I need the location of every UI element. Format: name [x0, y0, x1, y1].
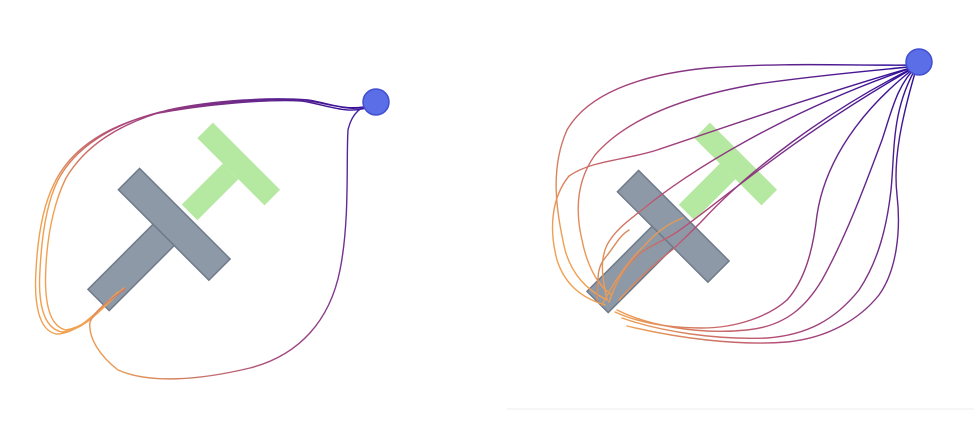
panel-right-canvas — [507, 48, 974, 410]
pusher-t-shape — [86, 167, 232, 312]
pusher-t-stem — [86, 223, 176, 312]
trajectory-path — [551, 65, 918, 306]
target-t-stem — [678, 163, 736, 221]
trajectory-group-right — [551, 63, 918, 344]
target-t-shape — [678, 122, 778, 221]
trajectory-path — [614, 65, 918, 329]
trajectory-path — [618, 65, 918, 301]
trajectory-path — [601, 217, 684, 306]
target-t-stem — [181, 163, 239, 221]
goal-dot — [905, 48, 933, 76]
panel-right — [487, 0, 974, 426]
target-t-shape — [181, 122, 281, 221]
trajectory-path — [621, 65, 918, 339]
trajectory-path — [555, 63, 918, 301]
panel-left-canvas — [34, 88, 390, 380]
target-t-bar — [197, 122, 281, 206]
trajectory-path — [44, 98, 373, 331]
trajectory-path — [616, 65, 918, 332]
panel-left — [34, 88, 390, 380]
target-t-bar — [694, 122, 778, 206]
trajectory-path — [596, 229, 630, 301]
trajectory-path — [34, 99, 373, 335]
trajectory-path — [626, 65, 918, 344]
trajectory-path — [577, 65, 918, 296]
pusher-t-shape — [585, 169, 731, 314]
trajectory-path — [89, 102, 375, 380]
trajectory-group-left — [34, 98, 375, 380]
trajectory-path — [608, 65, 918, 303]
goal-dot — [362, 88, 390, 116]
